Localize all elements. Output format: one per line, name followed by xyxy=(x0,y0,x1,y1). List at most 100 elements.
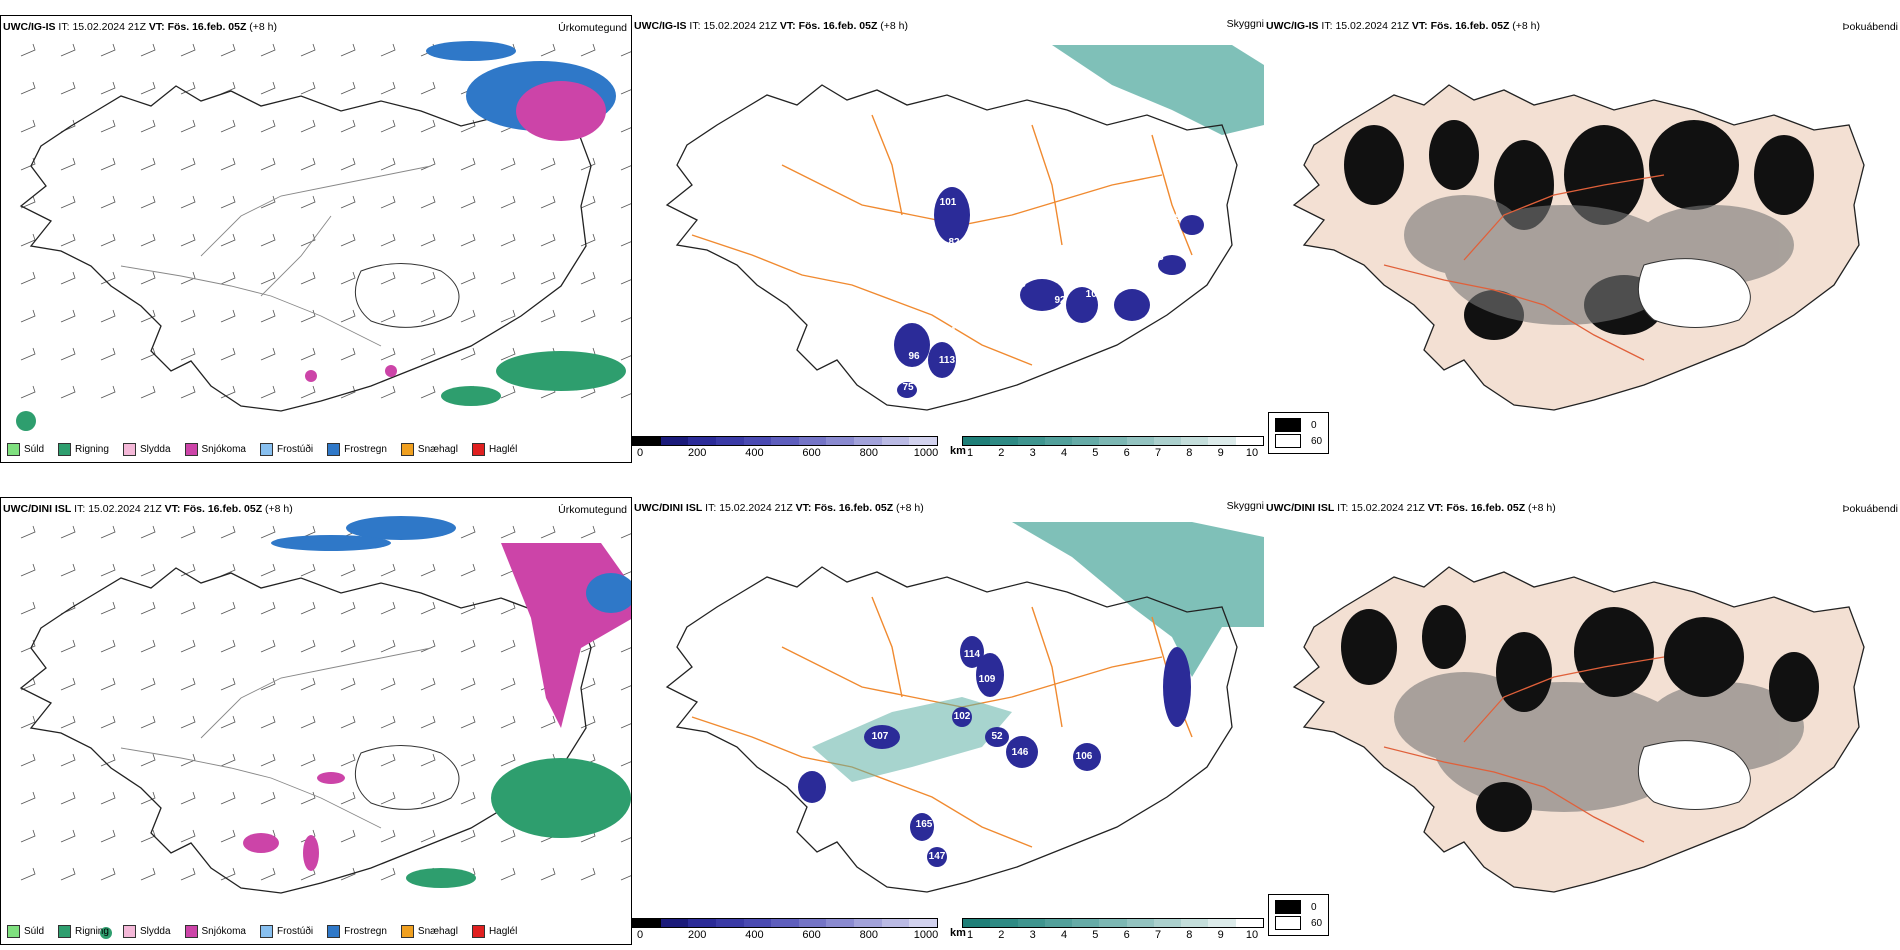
visibility-shade xyxy=(1052,45,1264,135)
panel-header: UWC/DINI ISL IT: 15.02.2024 21Z VT: Fös.… xyxy=(3,503,293,515)
panel-header: UWC/DINI ISL IT: 15.02.2024 21Z VT: Fös.… xyxy=(634,502,924,514)
wind-barb xyxy=(60,525,76,539)
colorbar-segment xyxy=(688,437,716,445)
colorbar-segment xyxy=(1126,437,1154,445)
legend-swatch xyxy=(7,925,20,938)
wind-barb xyxy=(20,119,36,133)
colorbar-segment xyxy=(1208,919,1236,927)
visibility-value: 147 xyxy=(929,851,946,862)
low-height-blobs xyxy=(894,187,1204,398)
colorbar-segment xyxy=(1044,919,1073,927)
visibility-value: 92 xyxy=(1054,295,1066,306)
wind-barb xyxy=(380,385,396,399)
colorbar-segment xyxy=(854,437,882,445)
legend-swatch xyxy=(122,925,136,938)
wind-barb xyxy=(20,829,36,843)
panel-title: Úrkomutegund xyxy=(558,504,627,516)
legend-label: Slydda xyxy=(139,444,171,455)
fog-legend-label: 60 xyxy=(1311,435,1323,447)
wind-barb xyxy=(180,829,196,843)
colorbar-tick: 800 xyxy=(859,929,878,941)
vt-value: Fös. 16.feb. 05Z xyxy=(167,21,247,33)
wind-barb xyxy=(20,385,36,399)
vt-label: VT: xyxy=(148,21,165,33)
wind-barb xyxy=(580,525,596,539)
colorbar-segment xyxy=(715,437,744,445)
wind-barb xyxy=(260,525,276,539)
wind-barb xyxy=(500,867,516,881)
frostregn-area-e xyxy=(586,573,631,613)
colorbar-tick: 5 xyxy=(1092,929,1099,941)
colorbar-segment xyxy=(1072,437,1100,445)
colorbar-tick: 1000 xyxy=(913,447,939,459)
legend-label: Frostúði xyxy=(276,444,314,455)
frostregn-area-ne xyxy=(271,535,391,551)
wind-barb xyxy=(580,233,596,247)
colorbar-segment xyxy=(743,437,772,445)
wind-barb xyxy=(500,347,516,361)
visibility-value: 52 xyxy=(991,731,1003,742)
wind-barb xyxy=(20,81,36,95)
wind-barb xyxy=(380,677,396,691)
visibility-value-labels: 101 82 102 94 98 98 92 101 73 99 44 96 113 75 xyxy=(806,197,1181,393)
colorbar-segment xyxy=(688,919,716,927)
wind-barb xyxy=(60,157,76,171)
wind-barb xyxy=(60,81,76,95)
wind-barb xyxy=(100,677,116,691)
wind-barb xyxy=(300,309,316,323)
wind-barb xyxy=(60,347,76,361)
wind-barb xyxy=(20,753,36,767)
fog-legend: 0 60 xyxy=(1268,412,1330,454)
wind-barb xyxy=(60,195,76,209)
panel-title: Þokuábendi xyxy=(1842,503,1898,515)
wind-barb xyxy=(380,309,396,323)
wind-barb xyxy=(100,43,116,57)
wind-barb xyxy=(180,753,196,767)
wind-barb xyxy=(60,563,76,577)
wind-barb xyxy=(420,233,436,247)
visibility-value: 73 xyxy=(1152,252,1164,263)
wind-barb xyxy=(180,525,196,539)
wind-barb xyxy=(540,309,556,323)
wind-barb xyxy=(500,753,516,767)
wind-barb xyxy=(300,195,316,209)
wind-barb xyxy=(420,271,436,285)
visibility-value: 44 xyxy=(944,325,956,336)
wind-barb xyxy=(100,715,116,729)
wind-barb xyxy=(460,157,476,171)
wind-barb xyxy=(340,791,356,805)
legend-label: Snjókoma xyxy=(201,444,246,455)
wind-barb xyxy=(500,233,516,247)
colorbar-segment xyxy=(798,437,827,445)
wind-barb xyxy=(420,639,436,653)
roads xyxy=(120,647,432,829)
wind-barb xyxy=(460,715,476,729)
model-name: UWC/IG-IS xyxy=(634,20,687,32)
wind-barb xyxy=(220,525,236,539)
wind-barb xyxy=(180,157,196,171)
colorbar-tick: 1 xyxy=(966,929,974,941)
wind-barb xyxy=(340,385,356,399)
wind-barb xyxy=(180,677,196,691)
roads xyxy=(1383,174,1665,361)
wind-barb xyxy=(620,203,631,209)
wind-barb xyxy=(260,563,276,577)
wind-barb xyxy=(420,563,436,577)
colorbar-tick: 800 xyxy=(859,447,878,459)
wind-barb xyxy=(220,639,236,653)
panel-header: UWC/DINI ISL IT: 15.02.2024 21Z VT: Fös.… xyxy=(1266,502,1556,514)
wind-barb xyxy=(380,639,396,653)
legend-item: Súld xyxy=(7,443,44,456)
wind-barb xyxy=(20,309,36,323)
colorbar-segment xyxy=(826,437,855,445)
wind-barb xyxy=(100,233,116,247)
rain-spot xyxy=(16,411,36,431)
wind-barb xyxy=(260,677,276,691)
wind-barb xyxy=(180,43,196,57)
wind-barb xyxy=(380,195,396,209)
wind-barb xyxy=(460,525,476,539)
precip-map-1 xyxy=(16,41,631,431)
colorbar-segment xyxy=(1126,919,1154,927)
colorbar-segment xyxy=(826,919,855,927)
vt-label: VT: xyxy=(795,502,812,514)
